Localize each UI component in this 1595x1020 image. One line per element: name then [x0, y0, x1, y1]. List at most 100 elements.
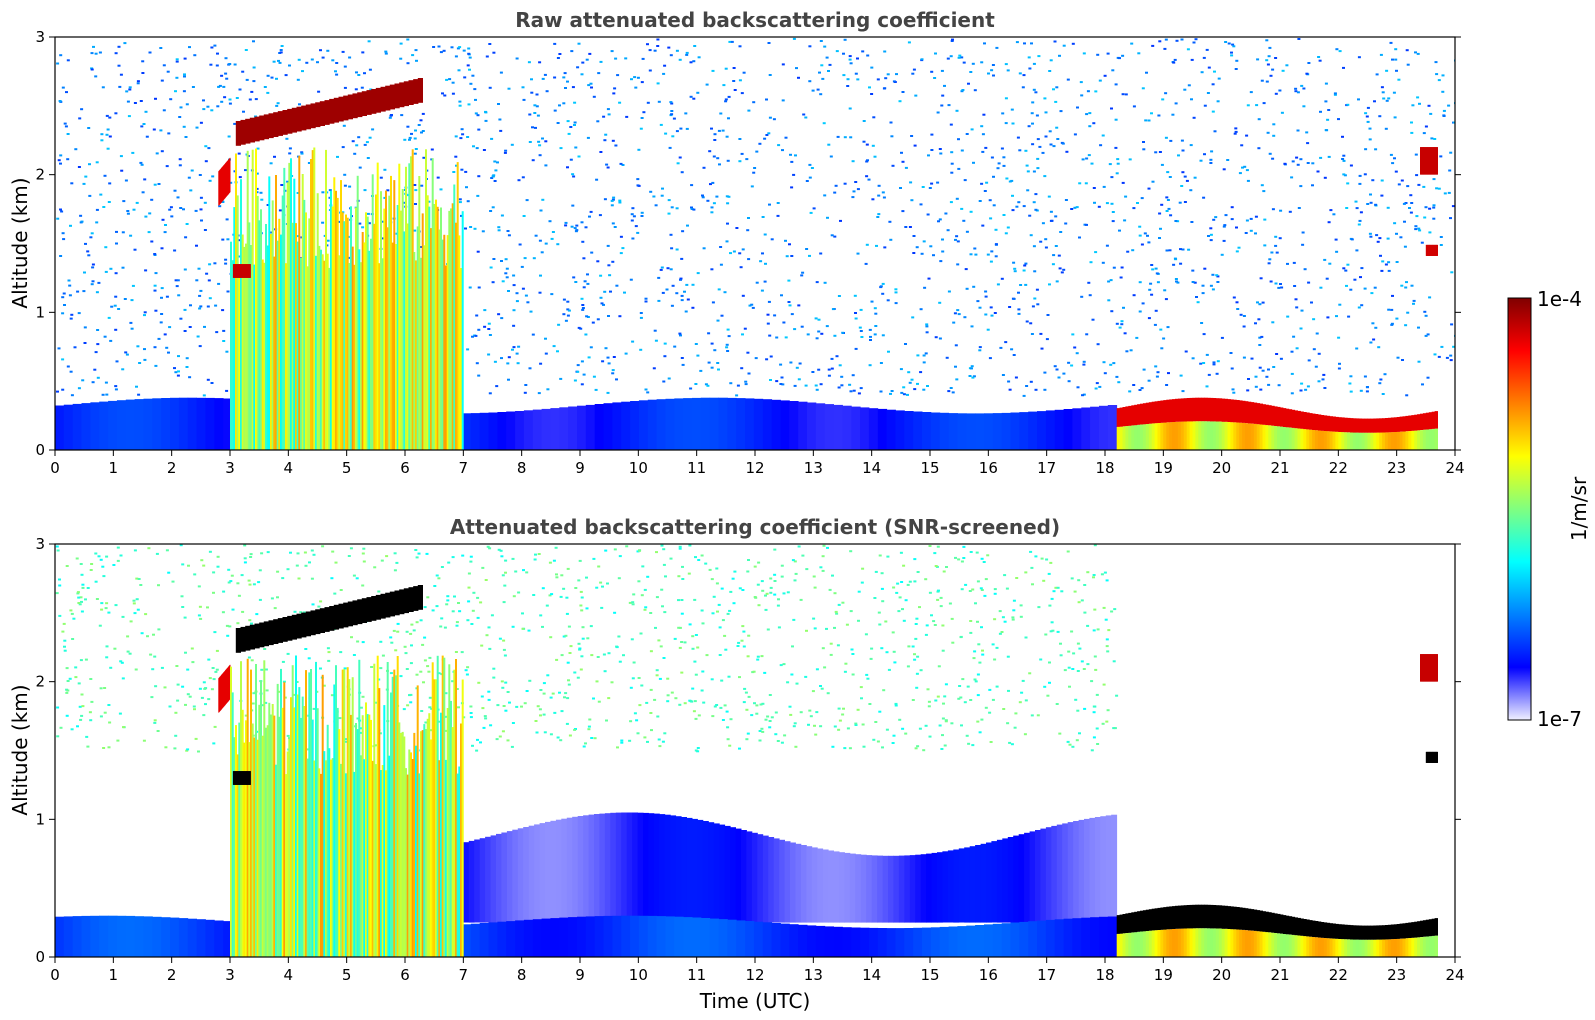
noise-field-speck — [130, 327, 134, 330]
noise-field-speck — [860, 336, 864, 338]
noise-field-speck — [876, 78, 880, 81]
sparse-noise-speck — [304, 648, 308, 650]
noise-field-speck — [865, 160, 869, 163]
sparse-noise-speck — [180, 595, 184, 598]
cloud-layer-segment — [366, 597, 372, 622]
virga-streak — [238, 722, 241, 957]
low-cloud-top — [1262, 404, 1266, 425]
low-cloud-base — [1425, 429, 1430, 450]
noise-field-speck — [1138, 310, 1142, 313]
sparse-noise-speck — [186, 693, 190, 696]
sparse-noise-speck — [906, 583, 910, 586]
sparse-noise-speck — [66, 680, 70, 682]
sparse-noise-speck — [445, 729, 449, 732]
noise-field-speck — [1404, 324, 1408, 327]
noise-field-speck — [1190, 58, 1194, 61]
sparse-noise-speck — [585, 607, 589, 610]
noise-field-speck — [82, 290, 86, 293]
noise-field-speck — [713, 349, 717, 352]
sparse-noise-speck — [610, 681, 614, 684]
sparse-noise-speck — [321, 545, 325, 548]
noise-field-speck — [317, 90, 321, 93]
sparse-noise-speck — [62, 622, 66, 625]
noise-field-speck — [1337, 336, 1341, 339]
noise-field-speck — [228, 102, 232, 105]
sparse-noise-speck — [186, 668, 190, 671]
low-cloud-base — [1131, 425, 1135, 450]
noise-field-speck — [784, 136, 788, 139]
noise-field-speck — [224, 258, 228, 261]
noise-field-speck — [1203, 104, 1207, 107]
noise-field-speck — [732, 80, 736, 82]
low-cloud-base — [1393, 432, 1398, 450]
sparse-noise-speck — [105, 656, 109, 659]
sparse-noise-speck — [447, 561, 451, 564]
noise-field-speck — [879, 390, 883, 393]
aerosol-layer-column — [1002, 838, 1009, 923]
cloud-layer-segment — [282, 617, 288, 642]
sparse-noise-speck — [981, 649, 984, 652]
virga-streak — [236, 195, 239, 450]
cloud-layer-segment — [305, 104, 311, 130]
sparse-noise-speck — [276, 596, 279, 599]
noise-field-speck — [869, 339, 872, 341]
sparse-noise-speck — [972, 657, 976, 660]
noise-field-speck — [736, 384, 740, 387]
surface-layer-column — [780, 923, 790, 957]
sparse-noise-speck — [1066, 550, 1070, 553]
noise-field-speck — [1410, 202, 1414, 204]
noise-field-speck — [1004, 63, 1008, 66]
noise-field-speck — [461, 133, 465, 136]
aerosol-layer-column — [849, 853, 856, 923]
cloud-layer-segment — [399, 82, 405, 108]
noise-field-speck — [414, 129, 417, 132]
virga-streak — [318, 245, 321, 450]
noise-field-speck — [1202, 333, 1206, 336]
low-cloud-top — [1387, 417, 1392, 433]
sparse-noise-speck — [394, 649, 398, 652]
noise-field-speck — [59, 208, 62, 211]
noise-field-speck — [163, 333, 167, 336]
noise-field-speck — [636, 178, 640, 181]
low-cloud-top — [1137, 404, 1141, 425]
noise-field-speck — [1008, 306, 1012, 308]
noise-field-speck — [1400, 284, 1404, 287]
sparse-noise-speck — [334, 561, 338, 564]
noise-field-speck — [225, 350, 229, 353]
low-cloud-base — [1192, 421, 1196, 450]
noise-field-speck — [125, 90, 129, 93]
noise-field-speck — [678, 156, 682, 159]
x-tick-label: 1 — [109, 459, 119, 477]
sparse-noise-speck — [381, 654, 385, 657]
noise-field-speck — [717, 288, 721, 291]
sparse-noise-speck — [81, 586, 85, 589]
noise-field-speck — [1053, 365, 1057, 368]
noise-field-speck — [1131, 249, 1135, 252]
sparse-noise-speck — [1006, 655, 1010, 658]
aerosol-layer-column — [702, 821, 709, 923]
noise-field-speck — [583, 280, 587, 283]
noise-field-speck — [1290, 350, 1294, 353]
sparse-noise-speck — [1093, 608, 1097, 611]
noise-field-speck — [670, 110, 674, 112]
sparse-noise-speck — [632, 661, 636, 664]
virga-streak — [230, 241, 232, 450]
noise-field-speck — [1301, 231, 1305, 234]
noise-field-speck — [198, 294, 202, 297]
noise-field-speck — [662, 72, 666, 75]
noise-field-speck — [507, 290, 510, 292]
sparse-noise-speck — [792, 725, 796, 728]
noise-field-speck — [725, 343, 729, 346]
sparse-noise-speck — [79, 596, 83, 599]
noise-field-speck — [139, 100, 143, 102]
cloud-layer-segment — [245, 118, 251, 144]
noise-field-speck — [852, 190, 856, 193]
noise-field-speck — [846, 78, 850, 81]
sparse-noise-speck — [752, 670, 756, 673]
noise-field-speck — [566, 314, 570, 317]
noise-field-speck — [755, 281, 759, 284]
noise-field-speck — [1114, 146, 1118, 149]
noise-field-speck — [908, 226, 912, 228]
noise-field-speck — [971, 376, 975, 379]
noise-field-speck — [721, 129, 725, 132]
